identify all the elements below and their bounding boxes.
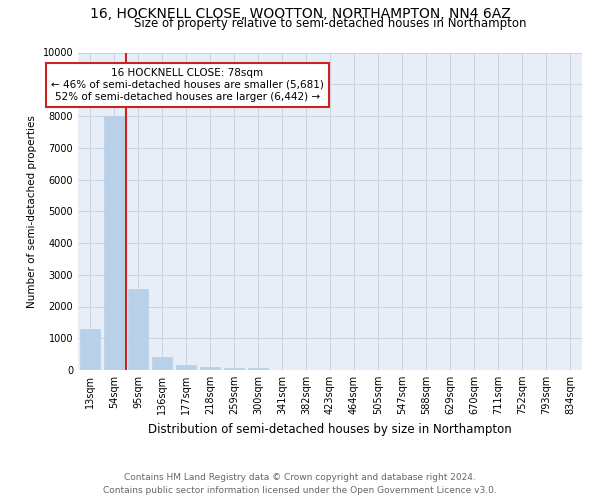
Bar <box>80 328 100 370</box>
Title: Size of property relative to semi-detached houses in Northampton: Size of property relative to semi-detach… <box>134 18 526 30</box>
Text: Contains HM Land Registry data © Crown copyright and database right 2024.
Contai: Contains HM Land Registry data © Crown c… <box>103 473 497 495</box>
Bar <box>200 367 220 370</box>
Bar <box>176 365 196 370</box>
Bar <box>104 116 124 370</box>
X-axis label: Distribution of semi-detached houses by size in Northampton: Distribution of semi-detached houses by … <box>148 422 512 436</box>
Bar <box>224 368 244 370</box>
Bar <box>248 368 268 370</box>
Y-axis label: Number of semi-detached properties: Number of semi-detached properties <box>27 115 37 308</box>
Bar <box>152 358 172 370</box>
Text: 16, HOCKNELL CLOSE, WOOTTON, NORTHAMPTON, NN4 6AZ: 16, HOCKNELL CLOSE, WOOTTON, NORTHAMPTON… <box>89 8 511 22</box>
Text: 16 HOCKNELL CLOSE: 78sqm
← 46% of semi-detached houses are smaller (5,681)
52% o: 16 HOCKNELL CLOSE: 78sqm ← 46% of semi-d… <box>51 68 324 102</box>
Bar <box>128 289 148 370</box>
